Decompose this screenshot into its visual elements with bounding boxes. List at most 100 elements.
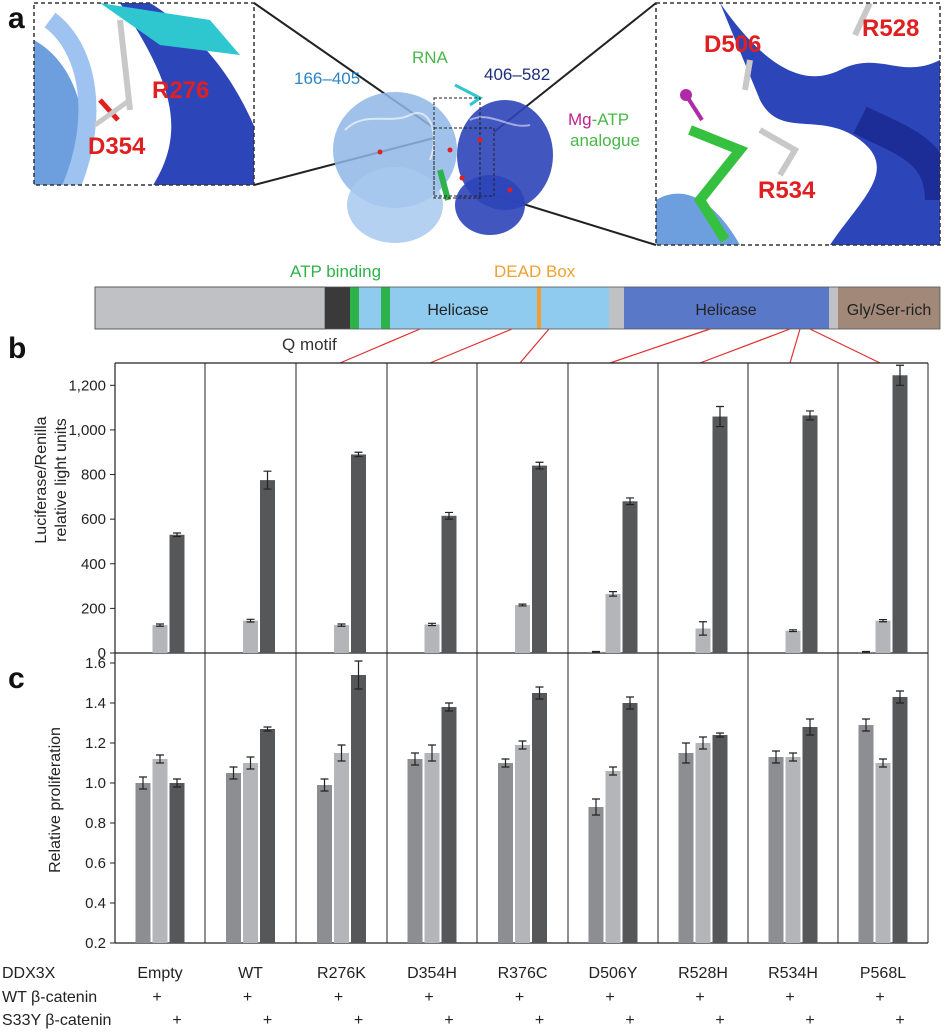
error-bar (682, 742, 690, 764)
error-bar (518, 740, 527, 750)
s33y-beta-catenin-plus: + (444, 1012, 453, 1029)
bar-wt-series-2 (243, 620, 258, 653)
error-bar (428, 744, 436, 762)
wt-beta-catenin-plus: + (152, 989, 161, 1006)
error-bar (139, 776, 147, 790)
s33y-beta-catenin-plus: + (354, 1012, 363, 1029)
condition-label-d506y: D506Y (589, 965, 638, 982)
bar-r276k-series-2 (334, 753, 349, 943)
error-bar (789, 629, 797, 633)
error-bar (879, 758, 887, 768)
y-tick-label: 0.8 (85, 815, 106, 832)
y-tick-label: 0.2 (85, 935, 106, 952)
bar-wt-series-1 (226, 773, 241, 943)
y-tick-label: 0.4 (85, 895, 106, 912)
error-bar (445, 702, 453, 712)
bar-r376c-series-3 (532, 693, 547, 943)
y-tick-label: 400 (81, 556, 106, 573)
chart-b-luciferase: 0 200 400 600 800 1,000 1,200 (68, 362, 929, 662)
wt-beta-catenin-plus: + (605, 989, 614, 1006)
left-zoom-inset: R276 D354 (33, 2, 255, 186)
error-bar (535, 461, 544, 470)
mutation-mapping-lines (339, 328, 881, 364)
bar-r376c-series-2 (515, 745, 530, 943)
wt-beta-catenin-plus: + (695, 989, 704, 1006)
bar-d354h-series-1 (407, 759, 423, 943)
wt-beta-catenin-plus: + (515, 989, 524, 1006)
bar-p568l-series-3 (892, 697, 908, 943)
y-tick-label: 1.0 (85, 775, 106, 792)
error-bar (229, 766, 238, 780)
error-bar (789, 752, 797, 762)
helicase-label-1: Helicase (427, 302, 488, 319)
bar-r276k-series-3 (351, 454, 366, 653)
error-bar (445, 511, 453, 520)
error-bar (592, 650, 600, 653)
error-bar (716, 732, 724, 738)
s33y-beta-catenin-plus: + (895, 1012, 904, 1029)
error-bar (246, 756, 255, 770)
panel-letter-a: a (8, 2, 25, 35)
error-bar (699, 621, 707, 636)
bar-r376c-series-3 (532, 465, 547, 653)
bar-d354h-series-2 (424, 624, 440, 653)
error-bar (173, 532, 181, 538)
s33y-beta-catenin-plus: + (715, 1012, 724, 1029)
condition-row-s33y-beta-catenin-label: S33Y β-catenin (2, 1012, 111, 1029)
error-bar (592, 798, 600, 816)
bar-r376c-series-1 (498, 763, 513, 943)
error-bar (354, 451, 363, 458)
error-bar (320, 778, 329, 792)
chart-c-proliferation: 0.2 0.4 0.6 0.8 1.0 1.2 1.4 1.6 (85, 653, 929, 952)
bar-r528h-series-2 (695, 743, 711, 943)
condition-row-wt-beta-catenin-label: WT β-catenin (2, 989, 97, 1006)
domain-bar: Helicase Helicase Gly/Ser-rich ATP bindi… (94, 262, 941, 354)
condition-row-ddx3x-label: DDX3X (2, 965, 56, 982)
error-bar (699, 736, 707, 750)
y-tick-label: 1.2 (85, 735, 106, 752)
error-bar (896, 690, 904, 704)
error-bar (609, 591, 617, 597)
bar-d506y-series-3 (622, 501, 638, 653)
error-bar (626, 497, 634, 506)
bar-r276k-series-1 (317, 785, 332, 943)
bar-empty-series-2 (152, 625, 168, 653)
error-bar (806, 718, 814, 736)
q-motif-label: Q motif (282, 335, 337, 354)
error-bar (156, 623, 164, 627)
mg-atp-label: Mg-ATP (568, 110, 629, 129)
bar-r534h-series-3 (802, 415, 818, 653)
y-tick-label: 1.4 (85, 695, 106, 712)
analogue-label: analogue (570, 131, 640, 150)
condition-label-p568l: P568L (860, 965, 906, 982)
residue-label-r276: R276 (152, 77, 209, 104)
residue-label-d506: D506 (704, 31, 761, 58)
bar-r534h-series-1 (768, 757, 784, 943)
error-bar (246, 618, 255, 623)
error-bar (535, 686, 544, 700)
bar-wt-series-3 (260, 729, 275, 943)
error-bar (501, 758, 510, 768)
bar-empty-series-3 (169, 783, 185, 943)
bar-r276k-series-3 (351, 675, 366, 943)
error-bar (263, 726, 272, 732)
dead-box-label: DEAD Box (494, 262, 576, 281)
bar-d506y-series-2 (605, 771, 621, 943)
error-bar (879, 618, 887, 623)
right-zoom-inset: D506 R528 R534 (655, 2, 941, 246)
rna-label: RNA (412, 48, 449, 67)
bar-d354h-series-2 (424, 753, 440, 943)
y-tick-label: 200 (81, 600, 106, 617)
protein-structure (333, 83, 553, 243)
bar-p568l-series-3 (892, 375, 908, 653)
panel-a: a R276 D354 (8, 2, 941, 364)
error-bar (862, 718, 870, 732)
error-bar (609, 766, 617, 776)
bar-d354h-series-3 (441, 515, 457, 653)
bar-d354h-series-3 (441, 707, 457, 943)
wt-beta-catenin-plus: + (875, 989, 884, 1006)
residue-label-r528: R528 (862, 15, 919, 42)
error-bar (337, 623, 346, 627)
bar-r534h-series-3 (802, 727, 818, 943)
